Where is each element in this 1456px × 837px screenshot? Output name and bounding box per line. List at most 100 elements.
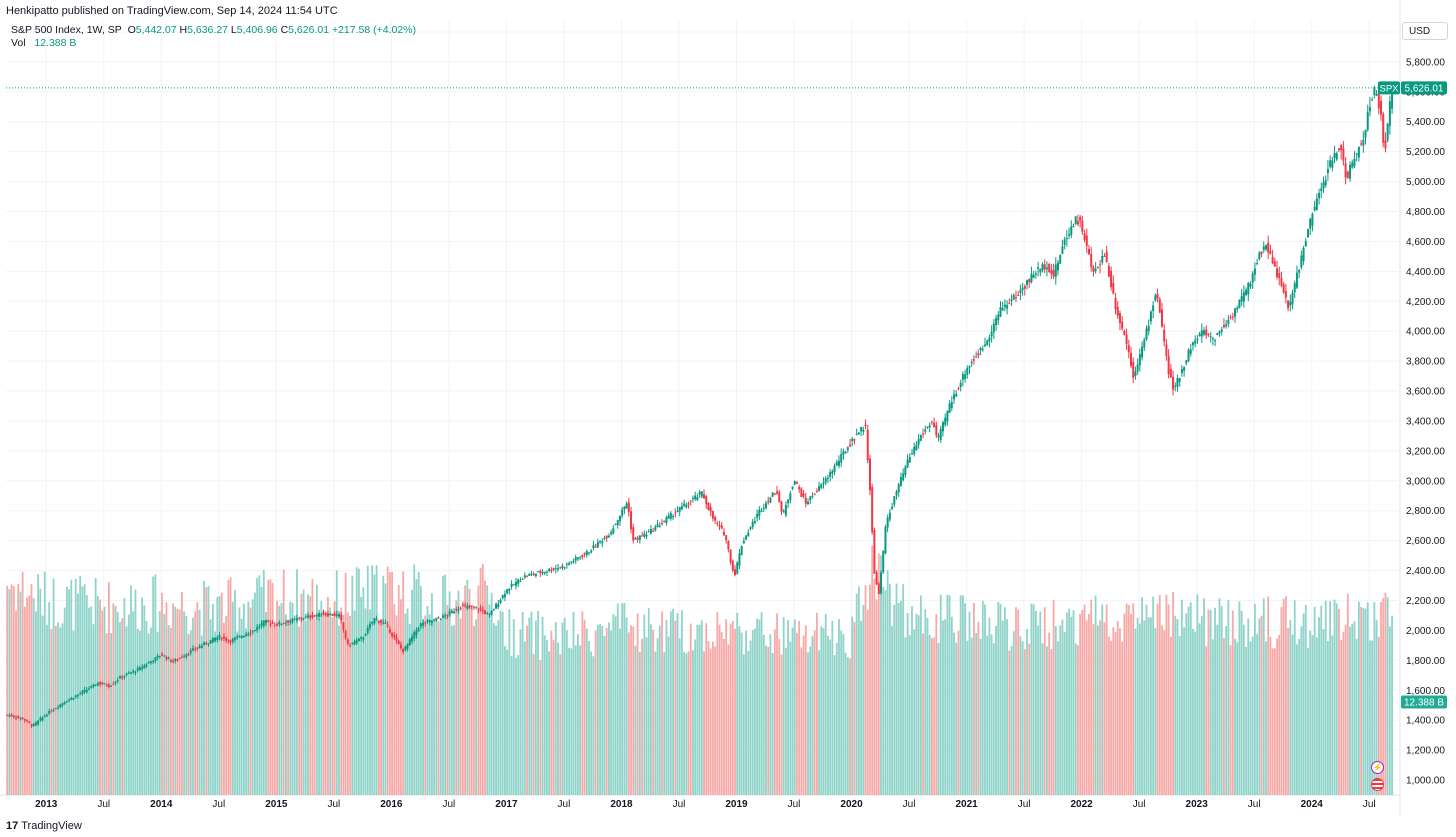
volume-bar — [375, 565, 378, 795]
volume-bar — [320, 600, 323, 795]
volume-bar — [499, 610, 502, 795]
volume-bar — [371, 565, 374, 795]
candle-body — [632, 527, 635, 541]
candle-body — [1063, 239, 1066, 245]
volume-bar — [1194, 631, 1197, 795]
volume-bar — [904, 637, 907, 795]
candle-body — [939, 428, 942, 440]
volume-bar — [1269, 636, 1272, 795]
volume-bar — [1203, 598, 1205, 795]
candle-body — [23, 718, 26, 721]
y-tick-label: 2,600.00 — [1406, 536, 1445, 547]
candle-body — [1380, 101, 1383, 115]
volume-bar — [464, 585, 467, 795]
volume-bar — [630, 625, 632, 795]
volume-bar — [260, 586, 263, 795]
y-tick-label: 5,400.00 — [1406, 117, 1445, 128]
candle-body — [561, 565, 564, 568]
volume-bar — [824, 613, 827, 795]
candle-body — [1267, 242, 1270, 253]
candle-body — [514, 581, 517, 586]
currency-selector[interactable]: USD — [1402, 22, 1448, 40]
candle-body — [191, 648, 194, 651]
candle-body — [1251, 273, 1254, 283]
volume-bar — [568, 647, 570, 795]
volume-bar — [700, 620, 703, 795]
volume-bar — [192, 617, 194, 795]
candle-body — [486, 612, 489, 615]
candle-body — [433, 619, 436, 621]
candle-body — [470, 605, 473, 607]
candle-body — [1357, 146, 1360, 158]
volume-bar — [435, 621, 438, 795]
volume-bar — [957, 631, 960, 795]
candle-body — [864, 424, 867, 427]
volume-bar — [605, 628, 608, 795]
volume-bar — [408, 623, 411, 795]
candle-body — [298, 617, 301, 619]
volume-bar — [422, 618, 424, 795]
volume-bar — [1218, 598, 1221, 795]
volume-bar — [853, 621, 856, 795]
candle-body — [683, 503, 686, 506]
candle-body — [583, 553, 586, 555]
volume-bar — [738, 626, 741, 795]
volume-bar — [258, 575, 261, 795]
x-tick-label: Jul — [1248, 799, 1261, 810]
volume-bar — [723, 638, 725, 795]
candle-body — [554, 568, 557, 570]
volume-bar — [315, 584, 318, 795]
candle-body — [1045, 267, 1048, 270]
candle-body — [596, 541, 599, 548]
candle-body — [1346, 171, 1349, 178]
volume-label[interactable]: Vol — [11, 37, 26, 49]
symbol-title[interactable]: S&P 500 Index, 1W, SP — [11, 24, 122, 36]
candle-body — [260, 623, 263, 627]
candle-body — [1054, 264, 1057, 278]
candle-body — [727, 541, 730, 550]
candle-body — [267, 620, 270, 622]
candle-body — [831, 471, 834, 474]
volume-bar — [147, 633, 150, 795]
volume-tag-label: 12.388 B — [1404, 698, 1444, 709]
candle-body — [687, 503, 690, 505]
volume-bar — [1196, 594, 1199, 795]
candle-body — [751, 521, 754, 528]
volume-bar — [373, 574, 376, 795]
candle-body — [669, 513, 672, 519]
volume-bar — [948, 595, 951, 795]
candle-body — [180, 656, 183, 658]
candle-body — [1373, 86, 1376, 96]
candle-body — [1349, 164, 1352, 179]
candle-body — [1278, 273, 1281, 279]
candle-body — [618, 515, 621, 522]
volume-bar — [992, 643, 995, 795]
candle-body — [1132, 362, 1135, 378]
us-flag-icon[interactable] — [1371, 778, 1384, 791]
volume-bar — [674, 620, 677, 795]
volume-bar — [1366, 602, 1369, 795]
volume-bar — [234, 590, 236, 795]
volume-bar — [455, 600, 458, 795]
volume-bar — [119, 622, 121, 795]
volume-bar — [1364, 608, 1367, 795]
candle-body — [481, 609, 484, 612]
volume-bar — [541, 616, 544, 795]
candle-body — [269, 623, 272, 625]
candle-body — [769, 497, 772, 503]
volume-bar — [189, 630, 192, 795]
lightning-icon[interactable]: ⚡ — [1371, 761, 1384, 774]
volume-bar — [1231, 610, 1234, 795]
candle-body — [399, 644, 402, 649]
volume-bar — [1335, 603, 1338, 795]
candle-body — [497, 603, 500, 608]
volume-bar — [114, 605, 117, 795]
candle-body — [1216, 333, 1219, 336]
candle-body — [1236, 307, 1239, 310]
candle-body — [227, 640, 230, 642]
candle-body — [908, 456, 911, 463]
candle-body — [143, 665, 146, 669]
volume-bar — [521, 611, 524, 795]
candle-body — [178, 657, 181, 659]
